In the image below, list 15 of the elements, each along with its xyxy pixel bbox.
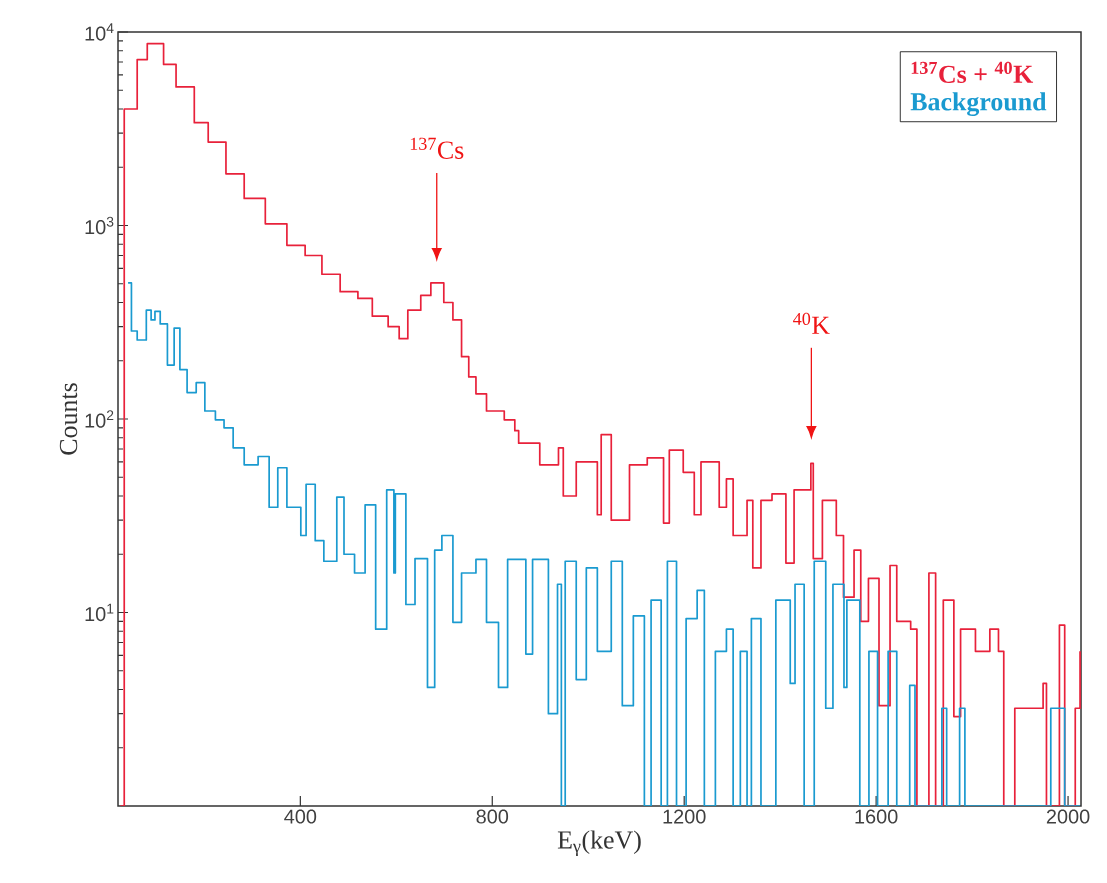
text: $^{137}$Cs + $^{40}$K bbox=[911, 61, 1034, 84]
x-tick-label: 800 bbox=[476, 809, 509, 824]
y-tick-label: 10$^{2}$ bbox=[85, 410, 114, 428]
y-tick-label: 10$^{1}$ bbox=[85, 603, 114, 622]
text: Background bbox=[910, 92, 1047, 116]
x-axis-title: E$_{γ}$(keV) bbox=[557, 830, 641, 857]
x-tick-label: 1600 bbox=[855, 809, 898, 824]
y-tick-label: 10$^{3}$ bbox=[85, 216, 114, 235]
x-tick-label: 2000 bbox=[1046, 809, 1090, 824]
annotation: $^{137}$Cs bbox=[410, 137, 464, 159]
y-tick-label: 10$^{4}$ bbox=[85, 23, 114, 41]
x-tick-label: 1200 bbox=[663, 809, 706, 824]
y-axis-title: Counts bbox=[59, 383, 78, 455]
x-tick-label: 400 bbox=[284, 809, 317, 824]
annotation: $^{40}$K bbox=[793, 312, 830, 334]
